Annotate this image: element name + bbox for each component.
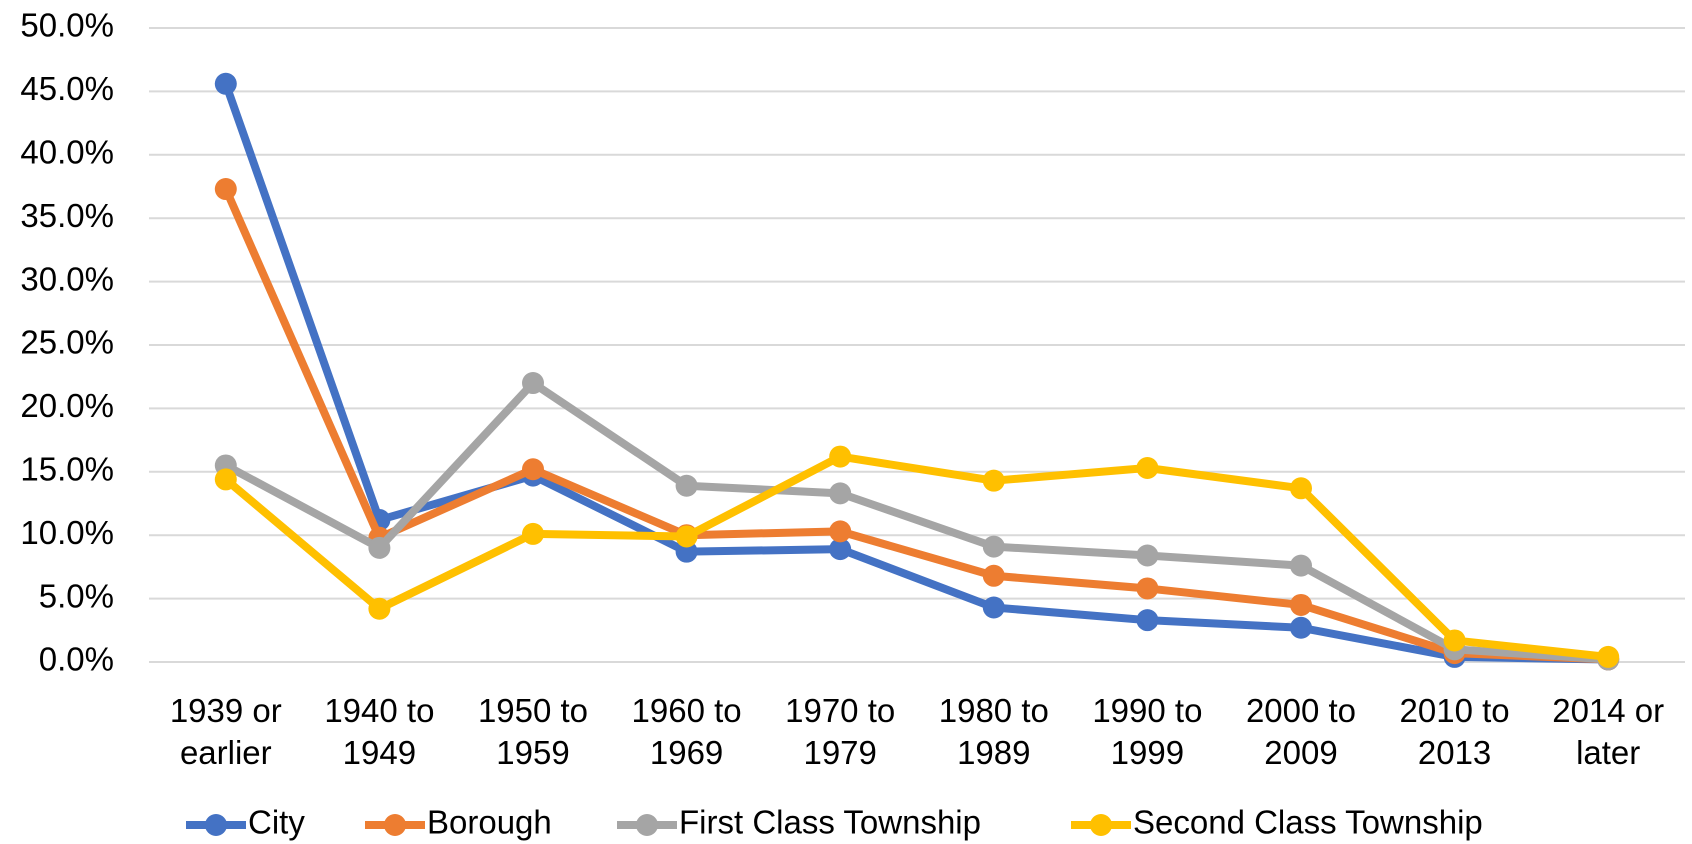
- data-point: [675, 525, 698, 548]
- x-tick-label: 1990 to 1999: [1092, 692, 1203, 771]
- data-point: [214, 468, 237, 491]
- data-point: [982, 535, 1005, 558]
- series-line: [223, 379, 1609, 664]
- y-tick-label: 35.0%: [20, 197, 114, 234]
- data-point: [829, 520, 852, 543]
- legend-label: First Class Township: [679, 804, 981, 841]
- y-tick-label: 10.0%: [20, 514, 114, 551]
- y-tick-label: 25.0%: [20, 324, 114, 361]
- data-point: [982, 596, 1005, 619]
- x-tick-label: 2014 or later: [1552, 692, 1665, 771]
- data-point: [829, 538, 852, 561]
- legend-marker: [205, 814, 227, 836]
- legend-marker: [636, 814, 658, 836]
- data-point: [522, 458, 544, 481]
- series-line: [222, 187, 1609, 664]
- data-point: [368, 597, 391, 620]
- y-tick-label: 30.0%: [20, 260, 114, 297]
- legend-marker: [1090, 814, 1112, 836]
- data-point: [1290, 593, 1312, 616]
- series-line: [223, 452, 1609, 661]
- data-point: [1290, 477, 1312, 500]
- data-point: [982, 469, 1005, 492]
- x-tick-label: 1940 to 1949: [324, 692, 435, 771]
- data-point: [982, 564, 1005, 587]
- x-tick-label: 1939 or earlier: [169, 692, 282, 771]
- data-point: [1443, 629, 1466, 652]
- y-tick-label: 40.0%: [20, 134, 114, 171]
- x-tick-label: 1960 to 1969: [631, 692, 742, 771]
- x-tick-label: 1970 to 1979: [785, 692, 896, 771]
- legend-marker: [384, 814, 406, 836]
- y-tick-label: 15.0%: [20, 451, 114, 488]
- x-tick-label: 1950 to 1959: [477, 692, 589, 771]
- data-point: [1136, 577, 1159, 600]
- x-tick-label: 2000 to 2009: [1245, 692, 1357, 771]
- y-tick-label: 50.0%: [20, 7, 114, 44]
- data-point: [1136, 544, 1159, 567]
- data-point: [829, 482, 852, 505]
- data-point: [522, 522, 544, 545]
- data-point: [675, 540, 698, 563]
- legend-label: Borough: [427, 804, 552, 841]
- data-point: [1290, 616, 1312, 639]
- series-line: [222, 82, 1609, 664]
- data-point: [368, 536, 391, 559]
- data-point: [522, 372, 544, 395]
- y-tick-label: 20.0%: [20, 387, 114, 424]
- data-point: [1136, 609, 1159, 632]
- data-point: [1597, 645, 1620, 668]
- x-tick-label: 2010 to 2013: [1399, 692, 1510, 771]
- legend-label: Second Class Township: [1133, 804, 1483, 841]
- y-tick-label: 0.0%: [39, 641, 114, 678]
- x-tick-label: 1980 to 1989: [938, 692, 1049, 771]
- data-point: [829, 445, 852, 468]
- y-tick-label: 45.0%: [20, 70, 114, 107]
- data-point: [675, 474, 698, 497]
- y-tick-label: 5.0%: [39, 577, 114, 614]
- data-point: [214, 72, 237, 95]
- data-point: [1290, 554, 1312, 577]
- data-point: [214, 178, 237, 201]
- legend-label: City: [248, 804, 305, 841]
- data-point: [1136, 456, 1159, 479]
